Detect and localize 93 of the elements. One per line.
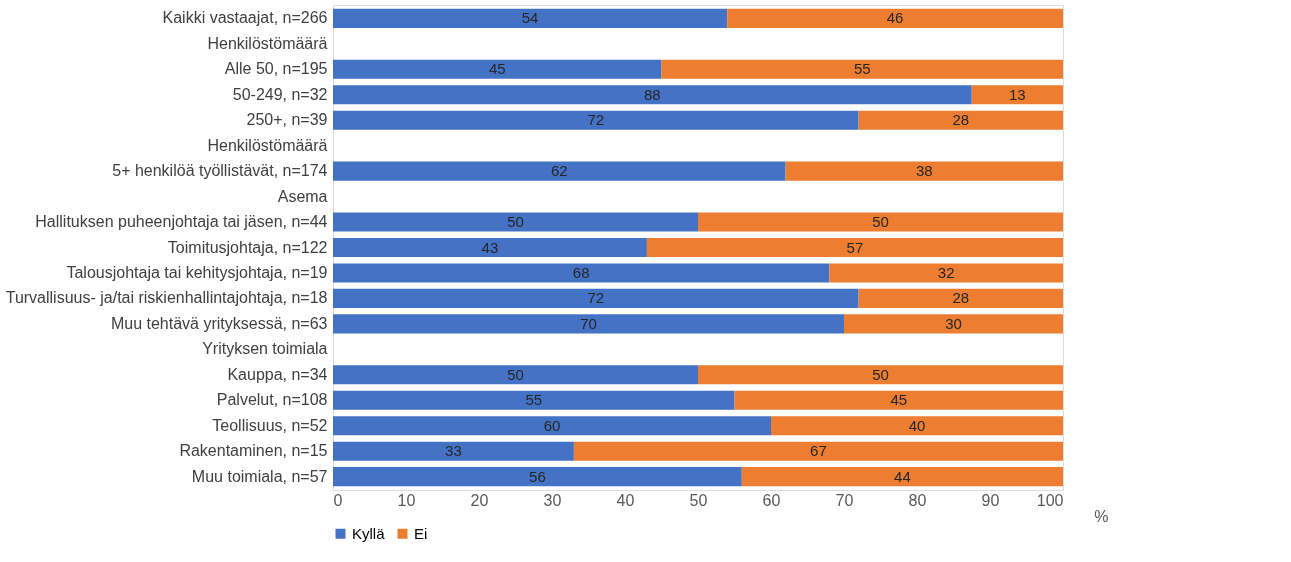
y-tick-label: Hallituksen puheenjohtaja tai jäsen, n=44 [35,213,328,231]
x-tick-label: 10 [397,491,416,509]
data-label: 55 [525,391,543,409]
data-label: 57 [846,238,864,256]
bar [661,59,1063,79]
legend-label: Ei [414,524,428,542]
y-tick-label: 50-249, n=32 [232,85,328,103]
data-label: 50 [872,213,889,231]
bar [333,237,647,258]
bar [829,263,1063,283]
data-label: 72 [587,111,605,129]
data-label: 40 [908,416,926,434]
data-label: 44 [894,467,911,485]
y-tick-label: Toimitusjohtaja, n=122 [167,238,328,256]
x-tick-label: 60 [762,491,781,509]
data-label: 70 [580,314,597,332]
data-label: 43 [481,238,499,256]
data-label: 60 [543,416,561,434]
data-label: 46 [886,9,904,27]
y-tick-label: Kaikki vastaajat, n=266 [162,9,328,27]
x-tick-label: 20 [470,491,489,509]
data-label: 32 [937,263,955,281]
y-tick-label: Yrityksen toimiala [202,340,328,358]
x-axis-title: % [1094,507,1109,525]
data-label: 13 [1009,85,1026,103]
data-label: 45 [488,60,506,78]
y-tick-label: Turvallisuus- ja/tai riskienhallintajohtaja, n=18 [5,289,328,307]
bar [333,161,786,181]
bar [727,8,1063,28]
bar [333,212,698,232]
data-label: 28 [952,289,970,307]
y-tick-label: Muu toimiala, n=57 [191,467,328,485]
bar [333,59,662,79]
bar [333,467,742,487]
data-label: 50 [872,365,889,383]
bar [333,110,859,130]
bar [741,467,1063,487]
bar [771,416,1063,436]
bar [844,314,1063,334]
bar [698,212,1063,232]
y-tick-label: Alle 50, n=195 [224,60,328,78]
y-tick-label: Henkilöstömäärä [207,34,328,52]
x-tick-label: 40 [616,491,635,509]
bar [333,441,574,461]
y-tick-label: Rakentaminen, n=15 [179,442,328,460]
y-tick-label: Henkilöstömäärä [207,136,328,154]
data-label: 56 [529,467,546,485]
y-tick-label: Palvelut, n=108 [216,391,328,409]
data-label: 50 [507,365,524,383]
bar [734,390,1063,410]
x-tick-label: 0 [333,491,343,509]
bar [646,237,1063,258]
x-tick-label: 30 [543,491,562,509]
bar [333,365,698,385]
data-label: 55 [853,60,871,78]
bar [858,288,1063,308]
bar [333,288,859,308]
bar [858,110,1063,130]
data-label: 54 [521,9,539,27]
bar [333,314,844,334]
data-label: 30 [945,314,962,332]
data-label: 62 [550,162,568,180]
x-tick-label: 90 [981,491,1000,509]
bar [573,441,1063,461]
x-tick-label: 100 [1036,491,1064,509]
data-label: 45 [890,391,908,409]
data-label: 67 [810,442,827,460]
y-tick-label: 5+ henkilöä työllistävät, n=174 [112,162,328,180]
y-tick-label: Asema [277,187,328,205]
data-label: 88 [644,85,661,103]
data-label: 33 [445,442,462,460]
y-tick-label: Teollisuus, n=52 [212,416,328,434]
y-tick-label: 250+, n=39 [246,111,328,129]
data-label: 50 [507,213,524,231]
bar [333,8,728,28]
x-tick-label: 80 [908,491,927,509]
data-label: 72 [587,289,605,307]
bar [698,365,1063,385]
bar [333,416,771,436]
data-label: 28 [952,111,970,129]
data-label: 38 [915,162,933,180]
y-tick-label: Muu tehtävä yrityksessä, n=63 [110,314,328,332]
bar [333,390,735,410]
x-tick-label: 50 [689,491,708,509]
bar [333,263,830,283]
y-tick-label: Kauppa, n=34 [227,365,328,383]
bar [785,161,1063,181]
bar [333,85,972,105]
legend-label: Kyllä [352,524,386,542]
x-tick-label: 70 [835,491,854,509]
bar [971,85,1063,105]
data-label: 68 [572,263,590,281]
y-tick-label: Talousjohtaja tai kehitysjohtaja, n=19 [66,263,328,281]
